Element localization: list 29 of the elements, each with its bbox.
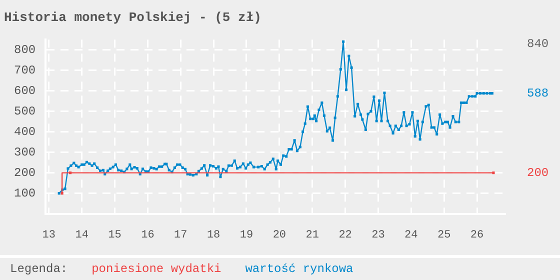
y-tick-label: 200 — [14, 166, 36, 180]
x-tick-label: 15 — [108, 229, 122, 242]
text: poniesione wydatki — [92, 262, 222, 276]
chart-title: Historia monety Polskiej - (5 zł) — [4, 10, 262, 26]
x-tick-label: 20 — [272, 229, 286, 242]
annotation: 200 — [527, 166, 549, 180]
x-tick-label: 25 — [437, 229, 451, 242]
x-tick-label: 26 — [470, 229, 484, 242]
x-tick-label: 23 — [372, 229, 385, 242]
legend-title: Legenda: — [10, 262, 68, 276]
x-tick-label: 24 — [404, 229, 418, 242]
x-tick-label: 16 — [141, 229, 154, 242]
y-tick-label: 700 — [14, 64, 36, 78]
x-tick-label: 18 — [206, 229, 220, 242]
y-tick-label: 300 — [14, 145, 36, 160]
x-tick-label: 17 — [174, 229, 188, 242]
y-tick-label: 600 — [14, 84, 36, 98]
y-tick-label: 100 — [14, 186, 36, 200]
y-tick-label: 800 — [14, 43, 36, 58]
text: 840 — [527, 36, 549, 51]
x-tick-label: 13 — [42, 229, 56, 242]
x-tick-label: 21 — [306, 229, 320, 242]
x-tick-label: 22 — [338, 229, 352, 242]
x-tick-label: 14 — [75, 229, 89, 242]
y-tick-label: 500 — [14, 104, 36, 118]
y-tick-label: 400 — [14, 124, 36, 139]
x-tick-label: 19 — [240, 229, 254, 242]
text: wartość rynkowa — [245, 262, 354, 276]
annotation: 588 — [527, 86, 549, 100]
